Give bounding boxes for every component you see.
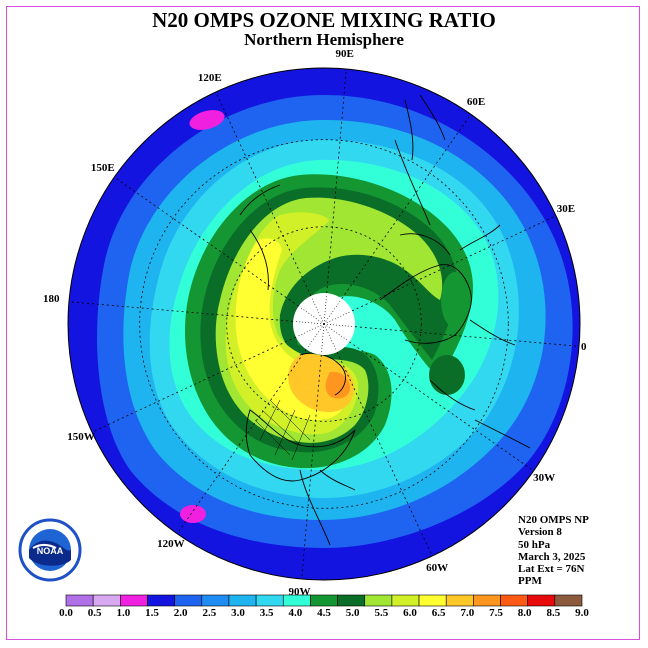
colorbar-swatch (310, 594, 338, 607)
colorbar-label: 5.0 (345, 607, 360, 619)
latitude-circle (139, 139, 509, 509)
colorbar-swatch (364, 594, 393, 607)
low-ozone-patch-south (180, 505, 206, 523)
map-boundary (67, 67, 581, 581)
pole-meridian (323, 294, 327, 325)
lon-150w-label: 150W (67, 431, 95, 444)
colorbar-label: 4.0 (288, 607, 303, 619)
info-date: March 3, 2025 (518, 550, 586, 563)
colorbar-label: 7.5 (489, 607, 503, 619)
lon-180-label: 180 (43, 293, 60, 306)
colorbar-label: 0.5 (87, 607, 102, 619)
info-version: Version 8 (518, 526, 562, 539)
latitude-circle (226, 226, 422, 422)
pole-meridian (296, 323, 325, 337)
info-block: N20 OMPS NP Version 8 50 hPa March 3, 20… (518, 514, 589, 588)
colorbar-swatch (92, 594, 121, 607)
colorbar-swatch (473, 594, 501, 607)
lon-90e-label: 90E (335, 48, 354, 61)
colorbar-label: 8.0 (517, 607, 532, 619)
us-states (254, 399, 311, 461)
lon-120w-label: 120W (157, 538, 185, 551)
pole-meridian (323, 323, 349, 342)
info-units: PPM (518, 575, 542, 588)
lon-30e-label: 30E (556, 202, 576, 215)
colorbar-swatch (500, 594, 528, 607)
colorbar-label: 7.0 (460, 607, 475, 619)
colorbar-swatch (391, 594, 420, 607)
coastlines (239, 94, 531, 546)
colorbar-label: 1.0 (116, 607, 131, 619)
lon-60w-label: 60W (426, 561, 449, 574)
lon-0-label: 0 (580, 340, 587, 353)
colorbar-swatch (527, 594, 556, 607)
pole-meridian (323, 299, 342, 325)
colorbar-label: 8.5 (546, 607, 561, 619)
colorbar (65, 594, 583, 607)
colorbar-swatch (174, 594, 203, 607)
graticule (68, 68, 580, 580)
pole-graticule (294, 294, 354, 354)
lon-150e-label: 150E (90, 162, 115, 175)
colorbar-swatch (337, 594, 366, 607)
lon-90w-label: 90W (288, 585, 311, 598)
pole-meridian (321, 323, 325, 354)
colorbar-label: 5.5 (374, 607, 389, 619)
pole-meridian (323, 323, 354, 327)
lon-60e-label: 60E (466, 95, 486, 108)
colorbar-swatch (228, 594, 257, 607)
map-title: N20 OMPS OZONE MIXING RATIO (152, 8, 496, 32)
colorbar-swatch (147, 594, 175, 607)
colorbar-label: 2.5 (202, 607, 217, 619)
low-ozone-patch-north (189, 110, 225, 130)
pole-meridian (306, 323, 325, 349)
colorbar-swatch (418, 594, 447, 607)
pole-meridian (294, 321, 325, 325)
colorbar-label: 1.5 (145, 607, 159, 619)
contour-5-0-patch (429, 355, 465, 395)
colorbar-label: 2.0 (173, 607, 188, 619)
colorbar-label: 3.0 (231, 607, 245, 619)
colorbar-label: 6.5 (431, 607, 446, 619)
contour-4-5-patch (441, 272, 469, 328)
info-product: N20 OMPS NP (518, 514, 589, 526)
lon-120e-label: 120E (197, 72, 222, 85)
colorbar-label: 9.0 (575, 607, 589, 619)
noaa-logo-text: NOAA (37, 546, 64, 556)
pole-meridian (299, 306, 325, 325)
colorbar-swatch (65, 594, 94, 607)
pole-meridian (311, 296, 325, 325)
info-level: 50 hPa (518, 538, 551, 551)
colorbar-label: 3.5 (259, 607, 274, 619)
lon-30w-label: 30W (533, 471, 556, 484)
colorbar-swatch (201, 594, 230, 607)
colorbar-swatch (120, 594, 148, 607)
info-lat-ext: Lat Ext = 76N (518, 563, 585, 576)
colorbar-swatch (445, 594, 474, 607)
image-frame (6, 6, 640, 640)
map-subtitle: Northern Hemisphere (244, 30, 404, 49)
contour-7-5 (325, 371, 350, 399)
colorbar-swatch (255, 594, 284, 607)
colorbar-label: 4.5 (317, 607, 331, 619)
colorbar-label: 0.0 (59, 607, 73, 619)
colorbar-swatch (554, 594, 583, 607)
colorbar-label: 6.0 (403, 607, 417, 619)
pole-meridian (323, 311, 352, 325)
noaa-logo: NOAA (18, 518, 82, 587)
pole-meridian (323, 323, 337, 352)
